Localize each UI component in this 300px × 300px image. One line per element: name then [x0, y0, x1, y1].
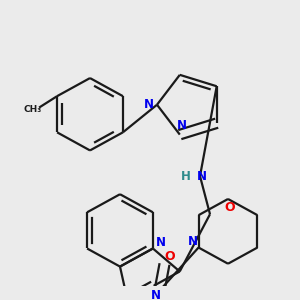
Text: N: N [197, 169, 207, 183]
Text: N: N [151, 289, 160, 300]
Text: O: O [164, 250, 175, 263]
Text: N: N [177, 118, 187, 132]
Text: CH₃: CH₃ [24, 105, 42, 114]
Text: O: O [225, 201, 235, 214]
Text: N: N [156, 236, 166, 249]
Text: N: N [188, 235, 198, 248]
Text: N: N [144, 98, 154, 111]
Text: H: H [181, 169, 191, 183]
